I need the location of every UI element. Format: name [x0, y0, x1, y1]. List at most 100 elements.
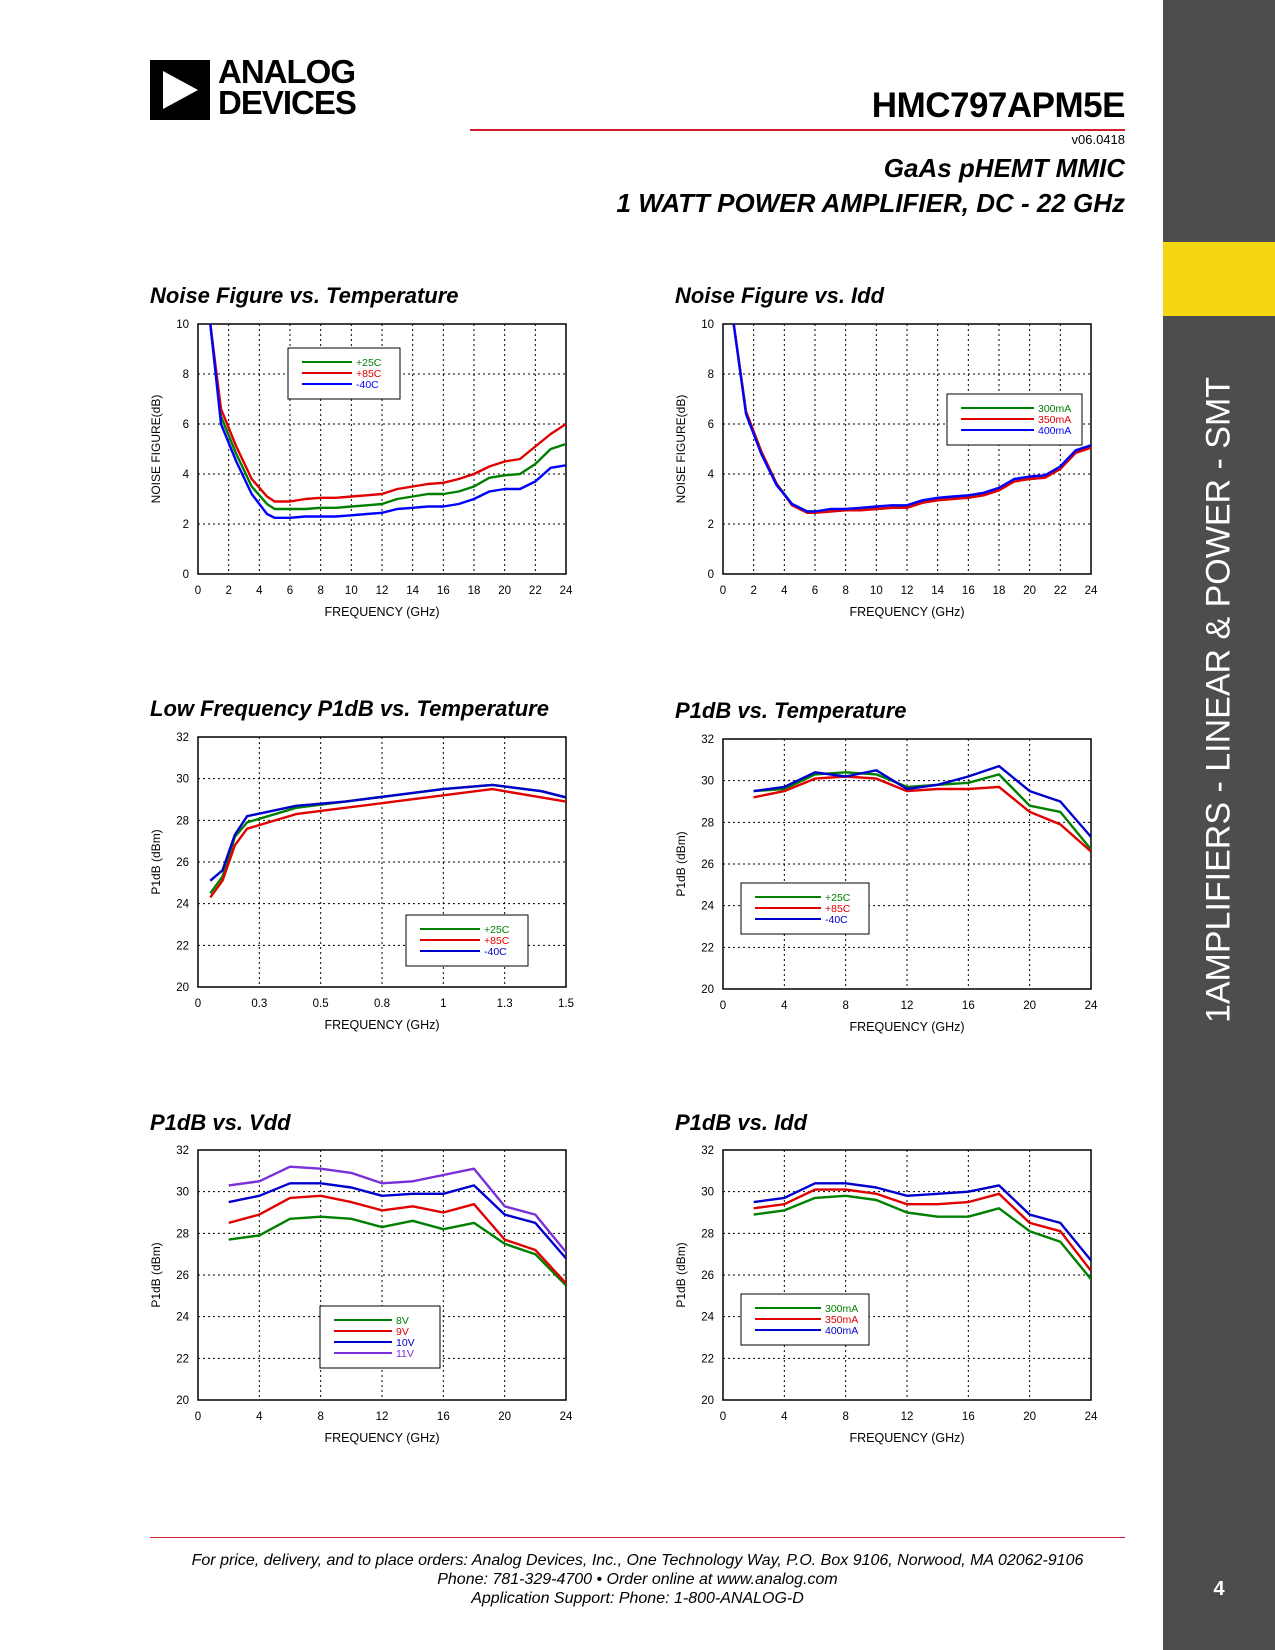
x-tick-label: 0.8	[374, 998, 390, 1010]
series-line-11V	[228, 1165, 566, 1253]
legend-label: -40C	[356, 379, 379, 391]
product-subtitle-line-2: 1 WATT POWER AMPLIFIER, DC - 22 GHz	[616, 188, 1125, 218]
plot-frame	[197, 736, 567, 988]
y-tick-label: 20	[701, 1395, 714, 1407]
legend-label: 400mA	[1038, 425, 1071, 437]
x-tick-label: 24	[1085, 585, 1098, 597]
x-tick-label: 24	[1085, 1000, 1098, 1012]
y-axis-label: P1dB (dBm)	[149, 1242, 163, 1307]
x-tick-label: 0	[720, 1411, 726, 1423]
legend-label: +85C	[356, 368, 382, 380]
x-tick-label: 22	[529, 585, 542, 597]
logo-triangle-icon	[163, 71, 198, 109]
series-group	[209, 324, 566, 520]
x-tick-label: 16	[437, 585, 450, 597]
grid	[723, 1150, 1091, 1400]
legend-label: -40C	[484, 946, 507, 958]
x-axis-label: FREQUENCY (GHz)	[324, 605, 439, 619]
y-tick-label: 2	[708, 519, 714, 531]
x-tick-label: 24	[1085, 1411, 1098, 1423]
legend-label: 300mA	[825, 1303, 858, 1315]
x-axis-label: FREQUENCY (GHz)	[849, 1431, 964, 1445]
series-line-25C	[209, 783, 566, 895]
x-tick-label: 20	[1023, 1411, 1036, 1423]
y-tick-label: 26	[176, 857, 189, 869]
footer-line-phone: Phone: 781-329-4700 • Order online at ww…	[437, 1571, 838, 1588]
x-tick-label: 4	[256, 585, 263, 597]
x-tick-label: 14	[931, 585, 944, 597]
y-tick-label: 6	[708, 419, 714, 431]
chart-title-lf-p1db-temp: Low Frequency P1dB vs. Temperature	[150, 696, 549, 721]
logo-line-1: ANALOG	[218, 53, 356, 90]
x-tick-label: 0.3	[251, 998, 267, 1010]
legend: +25C+85C-40C	[287, 347, 401, 400]
x-tick-label: 20	[498, 585, 511, 597]
x-tick-label: 8	[317, 585, 323, 597]
logo-line-2: DEVICES	[218, 84, 357, 121]
y-tick-label: 28	[701, 817, 714, 829]
y-tick-label: 8	[708, 369, 714, 381]
section-sidebar-label: 1AMPLIFIERS - LINEAR & POWER - SMT	[1199, 376, 1238, 1024]
document-version: v06.0418	[1071, 132, 1126, 147]
y-axis-label: P1dB (dBm)	[674, 1242, 688, 1307]
plot-frame	[197, 1149, 567, 1401]
y-tick-label: 6	[183, 419, 189, 431]
series-line-25C	[209, 324, 566, 511]
series-line-85C	[209, 324, 566, 503]
x-tick-label: 4	[256, 1411, 263, 1423]
grid	[723, 324, 1091, 574]
series-line-10V	[228, 1182, 566, 1260]
y-tick-label: 26	[176, 1270, 189, 1282]
y-tick-label: 8	[183, 369, 189, 381]
page-number: 4	[1213, 1578, 1225, 1600]
series-line-300mA	[753, 1194, 1091, 1280]
x-tick-label: 12	[376, 1411, 389, 1423]
x-tick-label: 6	[287, 585, 293, 597]
series-line-40C	[209, 324, 566, 520]
x-tick-label: 0	[195, 1411, 201, 1423]
series-group	[732, 324, 1091, 515]
footer-contact: For price, delivery, and to place orders…	[150, 1551, 1125, 1608]
footer-rule	[150, 1537, 1125, 1538]
footer-line-support: Application Support: Phone: 1-800-ANALOG…	[471, 1590, 804, 1607]
x-tick-label: 12	[901, 1411, 914, 1423]
series-line-40C	[753, 764, 1091, 838]
x-tick-label: 12	[901, 585, 914, 597]
chart-title-nf-idd: Noise Figure vs. Idd	[675, 283, 885, 308]
y-tick-label: 20	[701, 984, 714, 996]
legend-label: 11V	[396, 1348, 414, 1360]
chart-title-p1db-temp: P1dB vs. Temperature	[675, 698, 907, 723]
y-tick-label: 32	[701, 1145, 714, 1157]
x-tick-label: 24	[560, 585, 573, 597]
chart-title-p1db-idd: P1dB vs. Idd	[675, 1110, 808, 1135]
y-tick-label: 32	[701, 734, 714, 746]
y-tick-label: 32	[176, 732, 189, 744]
low-frequency-p1db-vs-temperature-chart: 0 0.3 0.5 0.8 1 1.3 1.5 20 22 24 26 28 30 32 FREQUENCY…	[149, 732, 574, 1032]
y-tick-label: 24	[176, 1312, 189, 1324]
x-tick-label: 16	[962, 1411, 975, 1423]
y-tick-label: 28	[176, 1228, 189, 1240]
series-group	[753, 1182, 1091, 1280]
x-tick-label: 2	[750, 585, 756, 597]
series-line-400mA	[753, 1182, 1091, 1262]
x-tick-label: 4	[781, 585, 788, 597]
x-axis-label: FREQUENCY (GHz)	[849, 605, 964, 619]
y-tick-label: 22	[701, 1353, 714, 1365]
product-subtitle-line-1: GaAs pHEMT MMIC	[883, 153, 1125, 183]
plot-frame	[722, 738, 1092, 990]
series-group	[753, 764, 1091, 853]
grid	[723, 739, 1091, 989]
series-line-85C	[753, 775, 1091, 853]
x-tick-label: 1.3	[497, 998, 513, 1010]
chart-title-nf-temp: Noise Figure vs. Temperature	[150, 283, 459, 308]
p1db-vs-idd-chart: 0 4 8 12 16 20 24 20 22 24 26 28 30 32 FREQUENCY (GHz)…	[674, 1145, 1098, 1445]
legend-label: 10V	[396, 1337, 415, 1349]
y-tick-label: 30	[176, 774, 189, 786]
y-tick-label: 10	[176, 319, 189, 331]
x-tick-label: 14	[406, 585, 419, 597]
x-tick-label: 20	[1023, 1000, 1036, 1012]
x-tick-label: 16	[962, 1000, 975, 1012]
